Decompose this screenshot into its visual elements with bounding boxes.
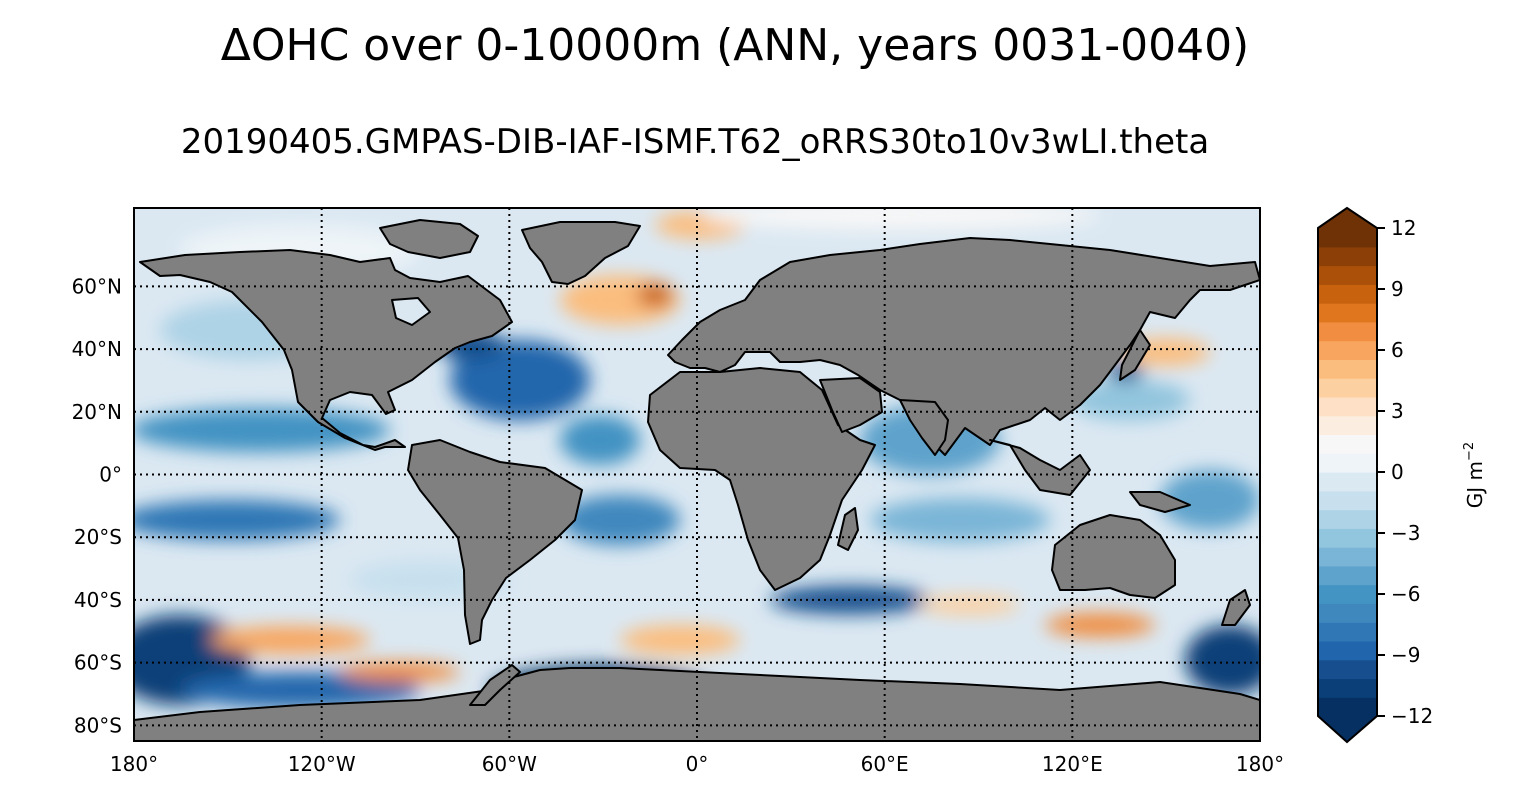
colorbar-ticks: 12 9 6 3 0 −3 −6 −9 −12 [1377,216,1433,728]
colorbar-segment [1318,228,1377,248]
anomaly-patch [134,500,340,540]
colorbar-segment [1318,565,1377,586]
latitude-label: 20°N [72,400,122,424]
land-new-zealand [1221,589,1251,626]
land-hudson-bay [391,297,431,326]
anomaly-patch [870,498,1050,542]
colorbar-segment [1318,490,1377,511]
land-antarctica [134,667,1260,741]
colorbar-segment [1318,284,1377,304]
colorbar-segment [1318,472,1377,492]
anomaly-patch [134,408,390,452]
colorbar-tick-label: 0 [1391,460,1404,484]
longitude-label: 120°E [1042,752,1103,776]
colorbar-segments [1318,208,1377,742]
land-africa [647,367,876,591]
colorbar-tick-label: −12 [1391,704,1433,728]
anomaly-patch [450,340,590,420]
colorbar-segment [1318,340,1377,360]
colorbar-label: GJ m−2 [1462,442,1487,508]
anomaly-patch [700,208,1100,230]
land-southeast-asia [989,439,1091,496]
colorbar-segment [1318,378,1377,398]
land-arctic-islands [379,219,479,259]
land-south-america [407,439,583,645]
latitude-label: 80°S [74,713,122,737]
anomaly-patch [180,672,420,708]
colorbar-tick-label: 12 [1391,216,1416,240]
map-plot-area [134,208,1260,741]
land-greenland [521,221,641,285]
longitude-label: 60°E [861,752,909,776]
colorbar-segment [1318,547,1377,567]
land-new-guinea [1129,491,1191,513]
longitude-label: 180° [1236,752,1284,776]
colorbar-unit-exponent: −2 [1462,442,1477,461]
colorbar-segment [1318,528,1377,548]
anomaly-patch [560,495,680,545]
land-arabia [819,377,883,433]
anomaly-patch [920,595,1020,615]
anomaly-patch [1160,470,1260,530]
anomaly-patch [637,283,673,307]
anomaly-patch [1045,613,1155,637]
colorbar: 12 9 6 3 0 −3 −6 −9 −12 GJ m−2 [1317,206,1487,744]
anomaly-patch [340,662,460,682]
colorbar-segment [1318,359,1377,379]
colorbar-segment [1318,659,1377,680]
land-japan [1119,329,1151,381]
colorbar-segment [1318,509,1377,529]
colorbar-tick-label: −3 [1391,521,1420,545]
longitude-label: 120°W [288,752,356,776]
anomaly-patch [1070,380,1190,420]
colorbar-segment [1318,584,1377,604]
colorbar-extend-min [1318,716,1377,742]
latitude-label: 60°N [72,274,122,298]
colorbar-tick-label: −6 [1391,582,1420,606]
colorbar-extend-max [1318,208,1377,228]
colorbar-tick-label: 3 [1391,399,1404,423]
figure-title: ΔOHC over 0-10000m (ANN, years 0031-0040… [220,20,1250,71]
longitude-label: 60°W [482,752,537,776]
colorbar-segment [1318,321,1377,342]
latitude-label: 40°S [74,588,122,612]
colorbar-segment [1318,415,1377,436]
anomaly-patch [210,626,370,654]
colorbar-segment [1318,453,1377,473]
land-madagascar [837,507,859,551]
figure-subtitle: 20190405.GMPAS-DIB-IAF-ISMF.T62_oRRS30to… [180,122,1210,162]
colorbar-segment [1318,434,1377,454]
colorbar-tick-label: 9 [1391,277,1404,301]
longitude-label: 0° [686,752,709,776]
colorbar-segment [1318,640,1377,661]
colorbar-segment [1318,303,1377,323]
colorbar-segment [1318,246,1377,267]
map-frame [133,207,1261,742]
colorbar-segment [1318,603,1377,623]
latitude-label: 40°N [72,337,122,361]
land-europe-asia-africa [667,237,1260,456]
colorbar-segment [1318,678,1377,698]
longitude-tick-labels: 180° 120°W 60°W 0° 60°E 120°E 180° [110,752,1284,776]
colorbar-segment [1318,265,1377,285]
latitude-label: 0° [99,463,122,487]
colorbar-tick-label: −9 [1391,643,1420,667]
latitude-label: 60°S [74,651,122,675]
anomaly-patch [1185,625,1260,695]
colorbar-unit: GJ m [1463,461,1487,508]
land-antarctic-peninsula [469,664,521,706]
latitude-tick-labels: 60°N 40°N 20°N 0° 20°S 40°S 60°S 80°S [72,274,122,737]
colorbar-segment [1318,396,1377,417]
longitude-label: 180° [110,752,158,776]
colorbar-segment [1318,697,1377,717]
anomaly-patch [620,625,740,655]
land-india [899,399,949,456]
map-gridlines [134,208,1260,741]
land-australia [1051,514,1176,599]
colorbar-tick-label: 6 [1391,338,1404,362]
latitude-label: 20°S [74,525,122,549]
colorbar-segment [1318,622,1377,642]
anomaly-patch [560,415,640,465]
